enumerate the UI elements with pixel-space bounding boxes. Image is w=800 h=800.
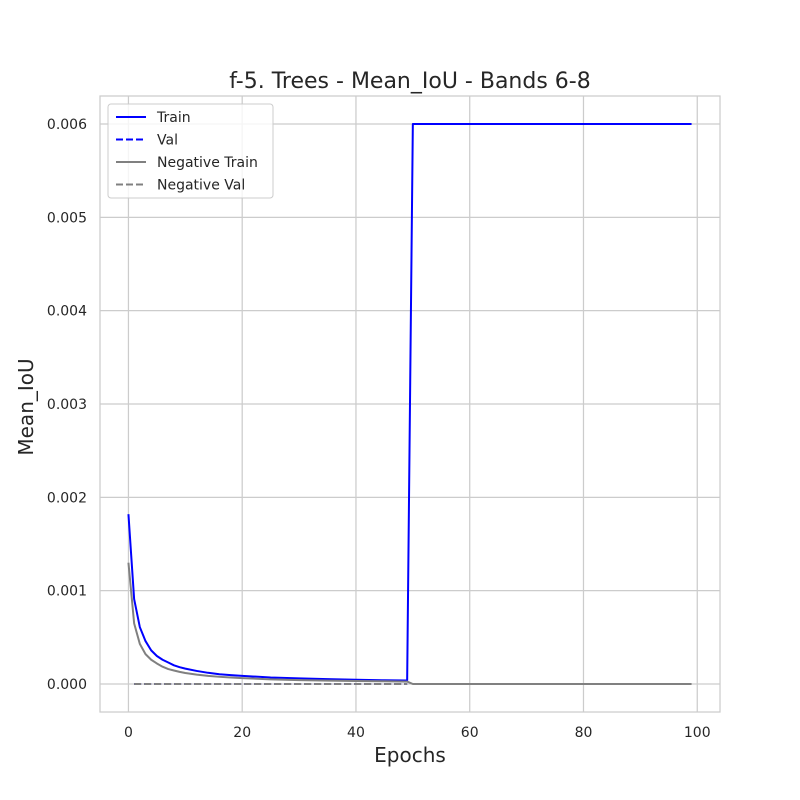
y-tick-label: 0.002	[47, 490, 87, 506]
x-axis-label: Epochs	[374, 743, 446, 767]
y-tick-label: 0.005	[47, 210, 87, 226]
x-tick-label: 80	[575, 725, 593, 741]
series-layer	[127, 123, 692, 685]
legend-label-negative-val: Negative Val	[157, 178, 245, 194]
series-negative-train-line	[127, 562, 692, 685]
x-tick-label: 20	[233, 725, 251, 741]
y-tick-label: 0.000	[47, 677, 87, 693]
chart-title: f-5. Trees - Mean_IoU - Bands 6-8	[229, 69, 590, 94]
ticks: 0 20 40 60 80 100 0.000 0.001 0.002 0.003 0.004 0.0…	[47, 117, 711, 741]
x-tick-label: 0	[124, 725, 133, 741]
legend-label-train: Train	[156, 110, 191, 126]
y-tick-label: 0.006	[47, 117, 87, 133]
x-tick-label: 100	[684, 725, 711, 741]
legend: Train Val Negative Train Negative Val	[107, 103, 274, 199]
legend-box	[107, 103, 274, 199]
y-tick-label: 0.001	[47, 584, 87, 600]
plot-frame	[99, 95, 721, 713]
legend-label-val: Val	[157, 133, 178, 149]
series-train-line	[127, 123, 692, 682]
x-tick-label: 40	[347, 725, 365, 741]
x-tick-label: 60	[461, 725, 479, 741]
legend-label-negative-train: Negative Train	[157, 155, 258, 171]
y-tick-label: 0.003	[47, 397, 87, 413]
y-axis-label: Mean_IoU	[14, 358, 38, 455]
y-tick-label: 0.004	[47, 304, 87, 320]
